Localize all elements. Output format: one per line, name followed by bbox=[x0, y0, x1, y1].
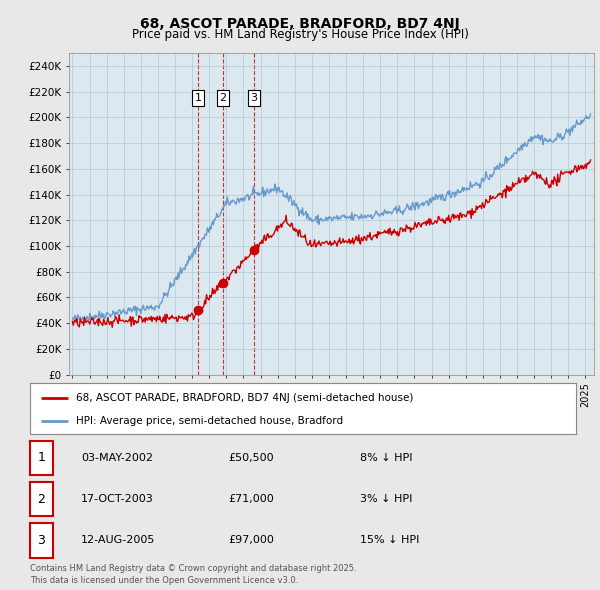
Text: £50,500: £50,500 bbox=[228, 453, 274, 463]
Text: HPI: Average price, semi-detached house, Bradford: HPI: Average price, semi-detached house,… bbox=[76, 416, 344, 426]
Text: 8% ↓ HPI: 8% ↓ HPI bbox=[360, 453, 413, 463]
Text: 3: 3 bbox=[251, 93, 257, 103]
Text: 1: 1 bbox=[194, 93, 202, 103]
Text: 68, ASCOT PARADE, BRADFORD, BD7 4NJ (semi-detached house): 68, ASCOT PARADE, BRADFORD, BD7 4NJ (sem… bbox=[76, 392, 414, 402]
Text: £97,000: £97,000 bbox=[228, 536, 274, 545]
Text: £71,000: £71,000 bbox=[228, 494, 274, 504]
Text: 2: 2 bbox=[220, 93, 226, 103]
Text: 03-MAY-2002: 03-MAY-2002 bbox=[81, 453, 153, 463]
Text: 1: 1 bbox=[37, 451, 46, 464]
Text: Contains HM Land Registry data © Crown copyright and database right 2025.
This d: Contains HM Land Registry data © Crown c… bbox=[30, 565, 356, 585]
Text: 3: 3 bbox=[37, 534, 46, 547]
Text: 12-AUG-2005: 12-AUG-2005 bbox=[81, 536, 155, 545]
Text: 17-OCT-2003: 17-OCT-2003 bbox=[81, 494, 154, 504]
Text: 2: 2 bbox=[37, 493, 46, 506]
Text: 15% ↓ HPI: 15% ↓ HPI bbox=[360, 536, 419, 545]
Text: 3% ↓ HPI: 3% ↓ HPI bbox=[360, 494, 412, 504]
Text: Price paid vs. HM Land Registry's House Price Index (HPI): Price paid vs. HM Land Registry's House … bbox=[131, 28, 469, 41]
Text: 68, ASCOT PARADE, BRADFORD, BD7 4NJ: 68, ASCOT PARADE, BRADFORD, BD7 4NJ bbox=[140, 17, 460, 31]
